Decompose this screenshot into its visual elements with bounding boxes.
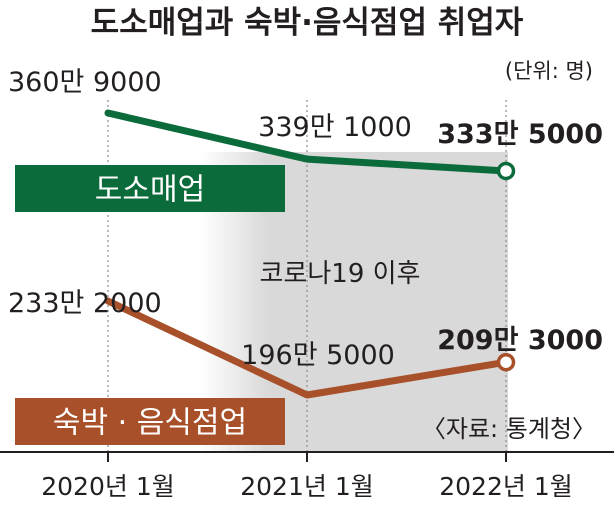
legend-label-0: 도소매업 bbox=[95, 173, 205, 208]
vertical-gridlines bbox=[107, 100, 507, 452]
series-line-0 bbox=[104, 109, 510, 175]
data-label-1-0: 233만 2000 bbox=[8, 288, 162, 319]
covid-annotation: 코로나19 이후 bbox=[260, 259, 421, 289]
series-line-1 bbox=[104, 297, 510, 399]
data-label-1-2: 209만 3000 bbox=[437, 325, 603, 356]
unit-note: (단위: 명) bbox=[505, 59, 593, 83]
x-tick-label-1: 2021년 1월 bbox=[240, 472, 373, 501]
data-label-1-1: 196만 5000 bbox=[241, 340, 395, 371]
x-tick-label-0: 2020년 1월 bbox=[41, 472, 174, 501]
data-label-0-0: 360만 9000 bbox=[8, 67, 162, 98]
legend-label-1: 숙박 · 음식점업 bbox=[53, 406, 247, 441]
data-label-0-2: 333만 5000 bbox=[437, 119, 603, 150]
x-tick-label-2: 2022년 1월 bbox=[439, 472, 572, 501]
legend-swatch-1 bbox=[15, 398, 285, 445]
source-note: 〈자료: 통계청〉 bbox=[422, 415, 596, 443]
legend-swatch-0 bbox=[15, 165, 285, 212]
series-point-0-end bbox=[496, 161, 516, 181]
chart-title: 도소매업과 숙박·음식점업 취업자 bbox=[91, 5, 524, 41]
series-point-1-end bbox=[496, 352, 516, 372]
data-label-0-1: 339만 1000 bbox=[258, 112, 412, 143]
